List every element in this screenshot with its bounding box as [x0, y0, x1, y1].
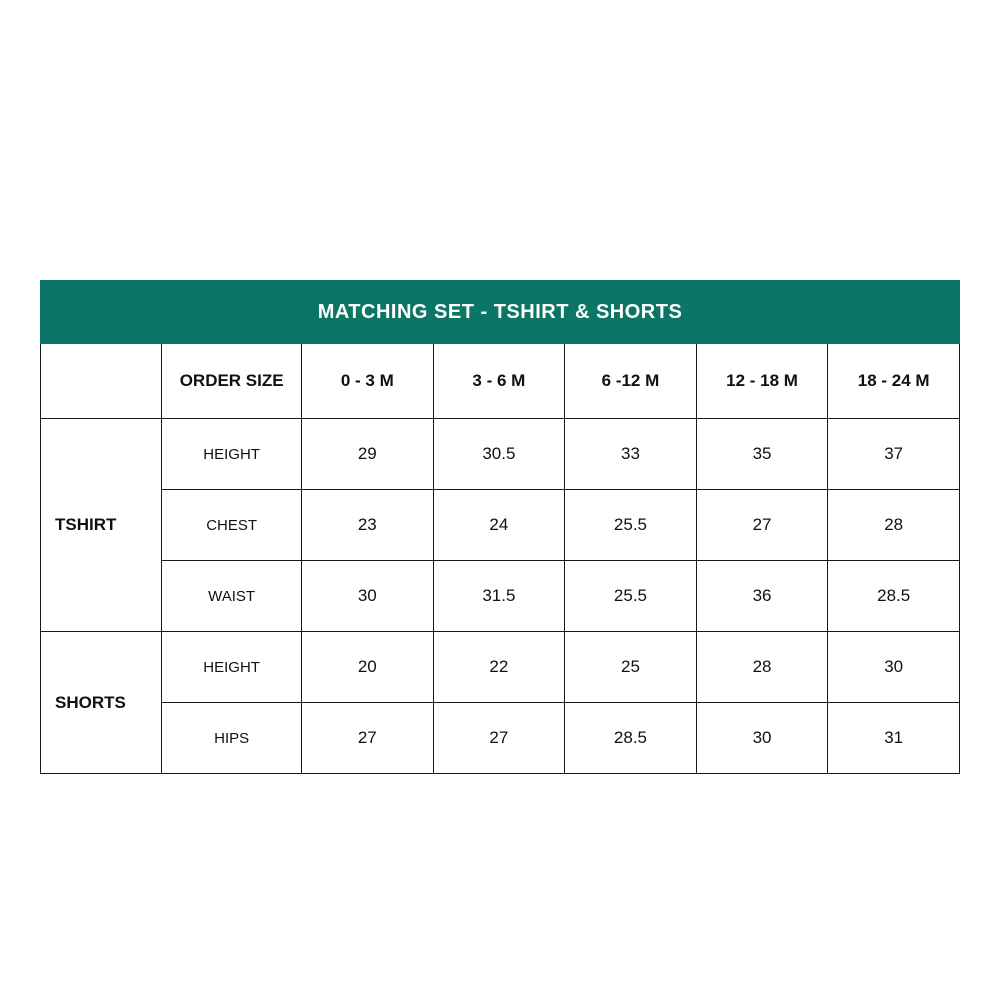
- table-title: MATCHING SET - TSHIRT & SHORTS: [41, 281, 960, 344]
- measure-label: CHEST: [162, 490, 302, 561]
- table-row: TSHIRT HEIGHT 29 30.5 33 35 37: [41, 419, 960, 490]
- size-chart-container: MATCHING SET - TSHIRT & SHORTS ORDER SIZ…: [0, 0, 1000, 1000]
- header-size-2: 6 -12 M: [565, 344, 697, 419]
- cell-value: 23: [301, 490, 433, 561]
- table-row: HIPS 27 27 28.5 30 31: [41, 703, 960, 774]
- size-chart-table: MATCHING SET - TSHIRT & SHORTS ORDER SIZ…: [40, 280, 960, 774]
- cell-value: 20: [301, 632, 433, 703]
- header-order-size: ORDER SIZE: [162, 344, 302, 419]
- cell-value: 30.5: [433, 419, 565, 490]
- cell-value: 30: [828, 632, 960, 703]
- group-label-tshirt: TSHIRT: [41, 419, 162, 632]
- cell-value: 28: [828, 490, 960, 561]
- cell-value: 36: [696, 561, 828, 632]
- cell-value: 28.5: [828, 561, 960, 632]
- cell-value: 25: [565, 632, 697, 703]
- table-row: WAIST 30 31.5 25.5 36 28.5: [41, 561, 960, 632]
- cell-value: 27: [301, 703, 433, 774]
- header-blank: [41, 344, 162, 419]
- cell-value: 25.5: [565, 490, 697, 561]
- cell-value: 31: [828, 703, 960, 774]
- cell-value: 28.5: [565, 703, 697, 774]
- header-size-1: 3 - 6 M: [433, 344, 565, 419]
- measure-label: WAIST: [162, 561, 302, 632]
- measure-label: HEIGHT: [162, 632, 302, 703]
- cell-value: 33: [565, 419, 697, 490]
- cell-value: 35: [696, 419, 828, 490]
- cell-value: 31.5: [433, 561, 565, 632]
- cell-value: 29: [301, 419, 433, 490]
- cell-value: 22: [433, 632, 565, 703]
- header-size-4: 18 - 24 M: [828, 344, 960, 419]
- cell-value: 37: [828, 419, 960, 490]
- cell-value: 28: [696, 632, 828, 703]
- table-header-row: ORDER SIZE 0 - 3 M 3 - 6 M 6 -12 M 12 - …: [41, 344, 960, 419]
- cell-value: 27: [696, 490, 828, 561]
- table-row: SHORTS HEIGHT 20 22 25 28 30: [41, 632, 960, 703]
- header-size-0: 0 - 3 M: [301, 344, 433, 419]
- header-size-3: 12 - 18 M: [696, 344, 828, 419]
- measure-label: HEIGHT: [162, 419, 302, 490]
- table-title-row: MATCHING SET - TSHIRT & SHORTS: [41, 281, 960, 344]
- cell-value: 24: [433, 490, 565, 561]
- measure-label: HIPS: [162, 703, 302, 774]
- cell-value: 30: [696, 703, 828, 774]
- table-row: CHEST 23 24 25.5 27 28: [41, 490, 960, 561]
- cell-value: 27: [433, 703, 565, 774]
- cell-value: 30: [301, 561, 433, 632]
- cell-value: 25.5: [565, 561, 697, 632]
- group-label-shorts: SHORTS: [41, 632, 162, 774]
